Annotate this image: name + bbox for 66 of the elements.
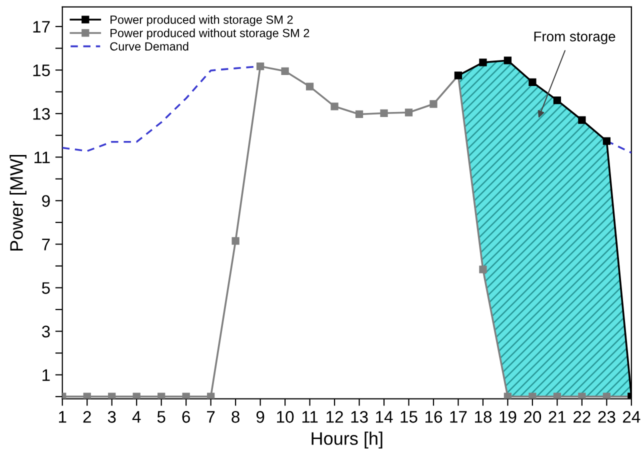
x-tick-label: 14 [376,411,393,423]
point [83,392,91,399]
x-tick-label: 9 [256,411,264,423]
x-tick-label: 21 [548,411,566,423]
x-tick-label: 20 [524,411,542,423]
point [132,392,140,399]
point [207,392,215,399]
x-tick-label: 22 [574,411,590,423]
point [479,266,487,274]
point [355,110,364,118]
point [430,100,438,108]
x-tick-label: 4 [132,411,141,423]
x-tick-label: 3 [108,411,116,423]
x-tick-label: 13 [351,411,368,423]
point [232,237,240,245]
x-tick-label: 18 [474,411,492,423]
point [306,82,314,90]
x-tick-label: 17 [450,411,467,423]
point [578,116,586,124]
y-axis-title: Power [MW] [10,154,26,251]
legend-label: Power produced with storage SM 2 [110,15,293,26]
point [602,392,611,399]
point [504,56,512,64]
y-tick-label: 17 [33,21,50,33]
point [108,392,116,399]
point [602,137,611,145]
point [553,392,562,399]
legend-label: Power produced without storage SM 2 [110,28,310,40]
x-tick-label: 12 [326,411,343,423]
x-tick-label: 10 [277,411,294,423]
point [504,392,512,399]
x-tick-label: 7 [207,411,215,423]
y-tick-label: 7 [42,238,50,250]
x-tick-label: 8 [232,411,240,423]
x-tick-label: 2 [83,411,91,423]
x-tick-label: 15 [400,411,418,423]
legend-label: Curve Demand [110,42,188,51]
x-tick-label: 24 [622,411,640,423]
x-tick-label: 16 [425,411,442,423]
y-tick-label: 9 [42,195,50,207]
point [380,109,388,117]
point [528,392,536,399]
point [158,392,166,399]
annotation: From storage [534,32,616,44]
point [553,96,562,104]
x-tick-label: 19 [500,411,516,423]
point [256,62,264,70]
y-tick-label: 11 [34,152,50,164]
x-tick-label: 1 [59,411,66,423]
point [528,78,536,86]
point [182,392,190,399]
point [479,58,487,66]
y-tick-label: 1 [42,369,50,381]
point [281,67,289,75]
y-tick-label: 3 [42,326,50,338]
x-tick-label: 6 [182,411,190,423]
y-tick-label: 15 [33,64,50,76]
point [578,392,586,399]
point [404,108,413,116]
point [330,102,338,110]
x-axis-title: Hours [h] [312,432,382,448]
x-tick-label: 5 [157,411,166,423]
x-tick-label: 11 [302,411,318,423]
y-tick-label: 13 [33,108,50,120]
y-tick-label: 5 [42,282,50,294]
x-tick-label: 23 [598,411,616,423]
